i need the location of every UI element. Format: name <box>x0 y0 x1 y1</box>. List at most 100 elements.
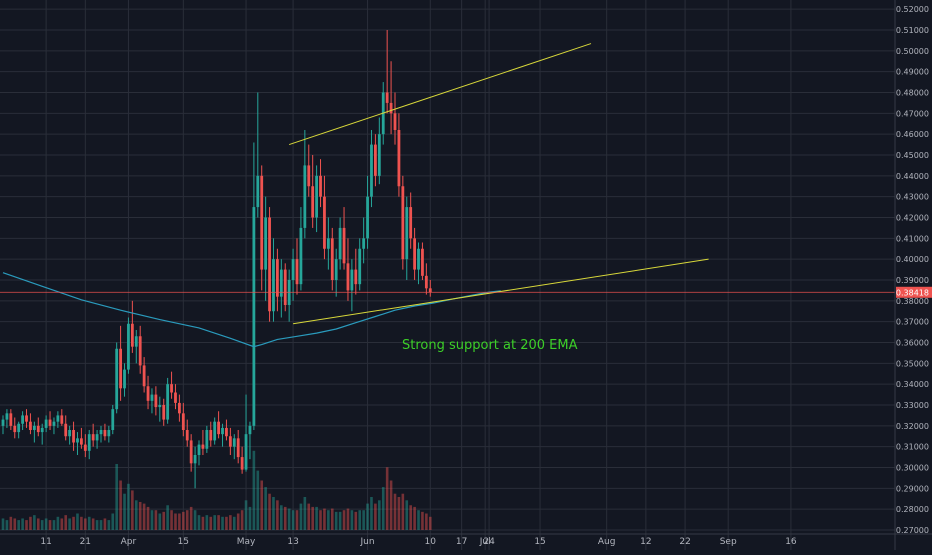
candle-body <box>60 415 64 424</box>
candle <box>424 263 428 295</box>
candle <box>166 377 170 424</box>
candle-body <box>25 415 28 422</box>
candle <box>9 409 13 430</box>
volume-bar <box>170 510 173 530</box>
candle-body <box>326 238 330 249</box>
volume-bar <box>338 511 342 530</box>
volume-bar <box>123 493 126 530</box>
volume-bar <box>428 516 432 530</box>
volume-bar <box>405 500 409 530</box>
candle <box>150 388 154 414</box>
candle-body <box>48 419 52 426</box>
candle <box>236 430 240 464</box>
candle <box>21 411 24 430</box>
candle-body <box>338 227 342 260</box>
volume-bar <box>9 516 13 530</box>
volume-bar <box>232 516 236 530</box>
volume-bar <box>178 513 181 530</box>
candle <box>13 417 17 439</box>
volume-bar <box>303 497 307 530</box>
candle-body <box>323 196 326 249</box>
candle-body <box>178 402 181 414</box>
y-tick-label: 0.36000 <box>896 339 929 348</box>
y-tick-label: 0.43000 <box>896 193 929 202</box>
candle <box>279 259 283 318</box>
candle <box>5 409 9 428</box>
volume-bar <box>319 510 322 530</box>
candle <box>25 409 28 428</box>
volume-bar <box>264 487 267 530</box>
candle-body <box>181 413 185 430</box>
candle-body <box>44 419 48 428</box>
candle-body <box>185 430 189 441</box>
volume-bar <box>350 510 354 530</box>
candle-body <box>225 427 228 437</box>
volume-bar <box>229 515 232 530</box>
x-tick-label: 11 <box>40 537 51 547</box>
candle-body <box>358 248 362 285</box>
candle <box>189 434 193 472</box>
y-tick-label: 0.47000 <box>896 109 929 118</box>
x-tick-label: Jun <box>360 537 375 547</box>
volume-bar <box>64 515 68 530</box>
volume-bar <box>354 511 358 530</box>
candle-body <box>409 207 413 239</box>
candle-body <box>221 427 224 435</box>
volume-bar <box>84 518 87 530</box>
volume-bar <box>240 510 244 530</box>
candle <box>103 423 107 441</box>
candle-body <box>32 425 36 430</box>
volume-bar <box>107 520 111 530</box>
volume-bar <box>389 480 393 530</box>
candle <box>346 238 350 301</box>
candle <box>358 238 362 291</box>
volume-bar <box>115 464 118 530</box>
candle-body <box>283 269 287 305</box>
candle-body <box>9 413 13 426</box>
y-tick-label: 0.49000 <box>896 68 929 77</box>
candle-body <box>303 165 307 228</box>
volume-bar <box>33 515 36 530</box>
candle-body <box>29 421 32 430</box>
candle-body <box>213 421 217 441</box>
candle <box>174 384 177 410</box>
volume-bar <box>56 516 60 530</box>
candle <box>303 130 307 239</box>
x-tick-label: 12 <box>640 537 651 547</box>
candle-body <box>91 434 95 441</box>
candle-body <box>248 425 252 435</box>
price-tag <box>896 286 932 298</box>
volume-bar <box>397 497 401 530</box>
volume-bar <box>283 506 287 530</box>
volume-bar <box>205 515 209 530</box>
candle-body <box>174 392 177 403</box>
candle <box>36 417 40 437</box>
volume-bar <box>13 518 17 530</box>
candle <box>17 421 21 439</box>
candle <box>76 432 79 455</box>
candle <box>130 300 134 353</box>
candle <box>115 342 119 414</box>
volume-bar <box>91 518 95 530</box>
x-tick-label: 10 <box>425 537 437 547</box>
volume-bar <box>307 503 311 530</box>
candle <box>178 394 181 422</box>
candle-body <box>5 413 9 420</box>
candle <box>56 411 60 428</box>
volume-bar <box>417 510 420 530</box>
y-tick-label: 0.29000 <box>896 484 929 493</box>
volume-bar <box>330 508 334 530</box>
candle <box>221 423 224 447</box>
candle <box>307 144 311 197</box>
volume-bar <box>370 497 373 530</box>
candle <box>299 207 303 291</box>
candle <box>60 409 64 426</box>
candle <box>272 238 275 322</box>
candle-body <box>40 427 44 433</box>
candle <box>29 413 32 435</box>
candle-body <box>362 238 366 249</box>
trendlines <box>289 43 709 325</box>
candle <box>162 398 166 426</box>
